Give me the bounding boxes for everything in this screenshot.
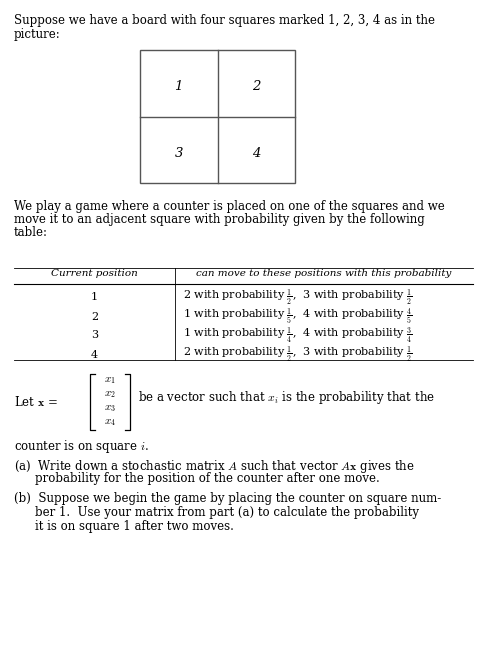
Text: 1: 1 [174, 80, 183, 93]
Text: 4: 4 [91, 350, 98, 359]
Text: ber 1.  Use your matrix from part (a) to calculate the probability: ber 1. Use your matrix from part (a) to … [35, 506, 419, 519]
Text: $x_3$: $x_3$ [104, 404, 116, 415]
Text: can move to these positions with this probability: can move to these positions with this pr… [196, 269, 451, 278]
Text: (a)  Write down a stochastic matrix $A$ such that vector $A\mathbf{x}$ gives the: (a) Write down a stochastic matrix $A$ s… [14, 458, 415, 475]
Text: 1: 1 [91, 292, 98, 303]
Text: move it to an adjacent square with probability given by the following: move it to an adjacent square with proba… [14, 213, 425, 226]
Text: 3: 3 [174, 146, 183, 159]
Text: 2 with probability $\frac{1}{2}$,  3 with probability $\frac{1}{2}$: 2 with probability $\frac{1}{2}$, 3 with… [183, 288, 412, 307]
Text: $x_2$: $x_2$ [104, 389, 116, 400]
Text: 4: 4 [252, 146, 261, 159]
Text: 2: 2 [252, 80, 261, 93]
Text: 3: 3 [91, 331, 98, 340]
Text: 2: 2 [91, 311, 98, 322]
Text: $x_4$: $x_4$ [104, 417, 116, 428]
Text: Current position: Current position [51, 269, 138, 278]
Text: table:: table: [14, 226, 48, 239]
Text: be a vector such that $x_i$ is the probability that the: be a vector such that $x_i$ is the proba… [138, 389, 435, 406]
Text: 1 with probability $\frac{1}{5}$,  4 with probability $\frac{4}{5}$: 1 with probability $\frac{1}{5}$, 4 with… [183, 307, 412, 326]
Text: Let $\mathbf{x}$ =: Let $\mathbf{x}$ = [14, 395, 59, 409]
Text: 1 with probability $\frac{1}{4}$,  4 with probability $\frac{3}{4}$: 1 with probability $\frac{1}{4}$, 4 with… [183, 326, 412, 345]
Text: counter is on square $i$.: counter is on square $i$. [14, 438, 149, 455]
Text: 2 with probability $\frac{1}{2}$,  3 with probability $\frac{1}{2}$: 2 with probability $\frac{1}{2}$, 3 with… [183, 345, 412, 365]
Text: picture:: picture: [14, 28, 61, 41]
Text: it is on square 1 after two moves.: it is on square 1 after two moves. [35, 520, 234, 533]
Text: We play a game where a counter is placed on one of the squares and we: We play a game where a counter is placed… [14, 200, 445, 213]
Text: Suppose we have a board with four squares marked 1, 2, 3, 4 as in the: Suppose we have a board with four square… [14, 14, 435, 27]
Bar [140, 50, 295, 183]
Text: (b)  Suppose we begin the game by placing the counter on square num-: (b) Suppose we begin the game by placing… [14, 492, 441, 505]
Text: $x_1$: $x_1$ [104, 376, 116, 387]
Text: probability for the position of the counter after one move.: probability for the position of the coun… [35, 472, 380, 485]
